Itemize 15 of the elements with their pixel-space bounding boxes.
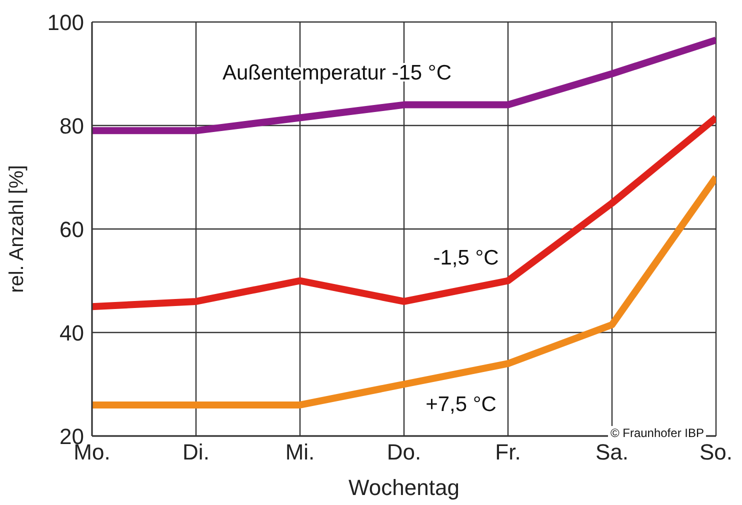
y-tick-label: 40 (60, 320, 84, 346)
series-label: -1,5 °C (433, 246, 499, 270)
x-tick-label: Sa. (595, 440, 629, 465)
y-tick-label: 80 (60, 113, 84, 138)
y-axis-title: rel. Anzahl [%] (6, 165, 28, 293)
series-label: +7,5 °C (426, 393, 496, 416)
x-axis-title: Wochentag (348, 475, 460, 500)
x-tick-label: Do. (386, 440, 422, 465)
y-tick-label: 100 (47, 10, 84, 35)
x-tick-label: Di. (182, 440, 210, 465)
x-tick-label: Mi. (285, 440, 315, 465)
annotation: © Fraunhofer IBP (608, 426, 706, 440)
x-tick-label: Fr. (495, 440, 521, 465)
y-tick-label: 60 (60, 216, 84, 242)
x-tick-label: So. (699, 440, 733, 465)
